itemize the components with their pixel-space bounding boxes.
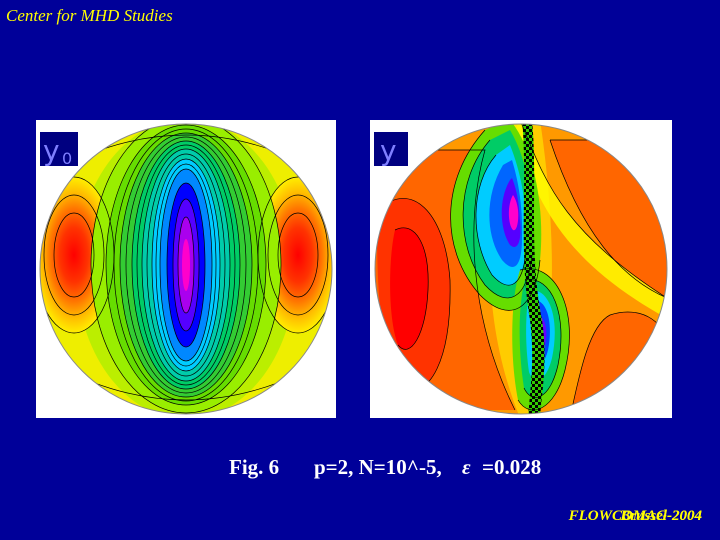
label-y0-sub: 0 xyxy=(62,149,72,168)
header-title: Center for MHD Studies xyxy=(6,6,173,25)
figure-params: p=2, N=10^-5, xyxy=(314,455,442,479)
epsilon-symbol: ε xyxy=(462,455,471,479)
footer: FLOWCOMAG-2004 Brussel-2004 xyxy=(569,508,702,525)
figure-number: Fig. 6 xyxy=(229,455,280,479)
footer-conference: FLOWCOMAG-2004 xyxy=(568,508,702,524)
footer-location: Brussel-2004 xyxy=(620,508,702,524)
contour-plot-y0: y 0 xyxy=(36,120,336,418)
label-y: y xyxy=(380,134,397,167)
epsilon-value: =0.028 xyxy=(482,455,542,479)
label-y0-main: y xyxy=(43,134,60,167)
contour-plot-y: y xyxy=(370,120,672,418)
